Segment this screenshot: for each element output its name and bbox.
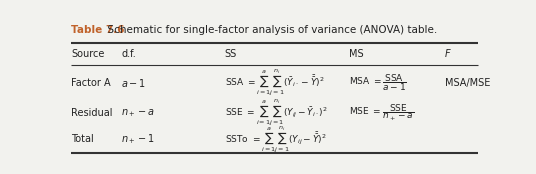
Text: SSE $= \sum_{i=1}^{a}\sum_{j=1}^{n_i}(Y_{ij}-\bar{Y}_{i\cdot})^2$: SSE $= \sum_{i=1}^{a}\sum_{j=1}^{n_i}(Y_… bbox=[225, 97, 327, 128]
Text: $n_+-1$: $n_+-1$ bbox=[121, 133, 155, 146]
Text: SS: SS bbox=[225, 49, 237, 59]
Text: MSA $= \dfrac{\mathrm{SSA}}{a-1}$: MSA $= \dfrac{\mathrm{SSA}}{a-1}$ bbox=[349, 72, 407, 93]
Text: $n_+-a$: $n_+-a$ bbox=[121, 107, 155, 118]
Text: SSTo $= \sum_{i=1}^{a}\sum_{j=1}^{n_i}(Y_{ij}-\bar{\bar{Y}})^2$: SSTo $= \sum_{i=1}^{a}\sum_{j=1}^{n_i}(Y… bbox=[225, 124, 326, 155]
Text: Factor A: Factor A bbox=[71, 77, 111, 88]
Text: Total: Total bbox=[71, 135, 94, 144]
Text: MSA/MSE: MSA/MSE bbox=[445, 77, 490, 88]
Text: d.f.: d.f. bbox=[121, 49, 136, 59]
Text: Schematic for single-factor analysis of variance (ANOVA) table.: Schematic for single-factor analysis of … bbox=[101, 25, 438, 35]
Text: Source: Source bbox=[71, 49, 105, 59]
Text: Table 7.6: Table 7.6 bbox=[71, 25, 125, 35]
Text: $a-1$: $a-1$ bbox=[121, 77, 146, 89]
Text: MS: MS bbox=[349, 49, 364, 59]
Text: SSA $= \sum_{i=1}^{a}\sum_{j=1}^{n_i}(\bar{Y}_{i\cdot}-\bar{\bar{Y}})^2$: SSA $= \sum_{i=1}^{a}\sum_{j=1}^{n_i}(\b… bbox=[225, 67, 324, 98]
Text: F: F bbox=[445, 49, 451, 59]
Text: Residual: Residual bbox=[71, 108, 113, 118]
Text: MSE $= \dfrac{\mathrm{SSE}}{n_+-a}$: MSE $= \dfrac{\mathrm{SSE}}{n_+-a}$ bbox=[349, 102, 415, 123]
